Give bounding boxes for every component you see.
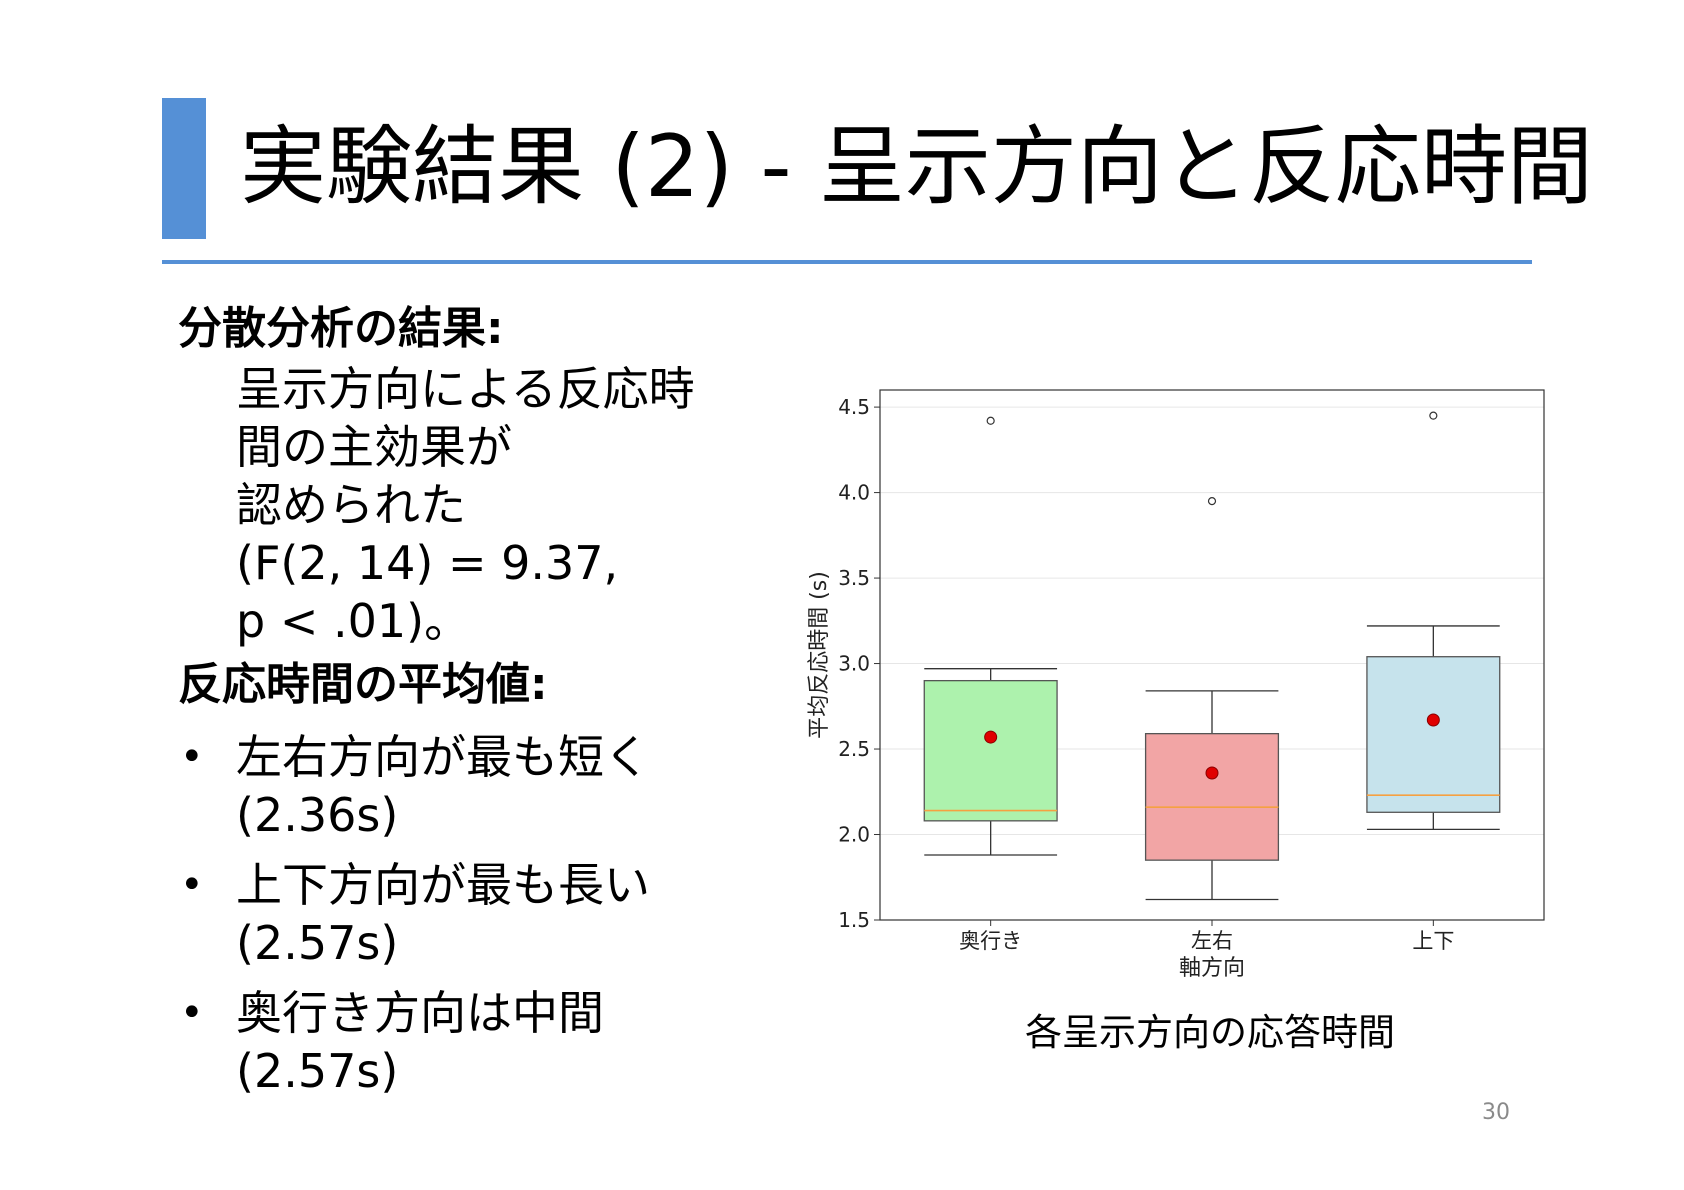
bullet-value: (2.57s) xyxy=(236,916,399,970)
anova-line: 呈示方向による反応時 xyxy=(236,362,695,416)
bullet-item: • 奥行き方向は中間 (2.57s) xyxy=(178,984,788,1100)
bullet-value: (2.57s) xyxy=(236,1044,399,1098)
title-accent-bar xyxy=(162,98,206,239)
anova-line: 間の主効果が xyxy=(236,420,512,474)
bullet-item: • 左右方向が最も短く (2.36s) xyxy=(178,728,788,844)
boxplot-chart: 1.5 2.0 2.5 3.0 3.5 4.0 4.5 平均反応時間 (s) 奥行き 左右 上下軸方… xyxy=(798,380,1558,981)
y-tick-label: 2.5 xyxy=(838,737,870,761)
bullet-dot-icon: • xyxy=(180,990,204,1036)
anova-line: p < .01)。 xyxy=(236,594,471,648)
bullet-item: • 上下方向が最も長い (2.57s) xyxy=(178,856,788,972)
x-tick-label: 左右 xyxy=(1191,929,1233,953)
outlier-point xyxy=(986,416,995,425)
x-tick-label: 奥行き xyxy=(959,929,1022,953)
bullet-value: (2.36s) xyxy=(236,788,399,842)
mean-marker xyxy=(984,730,998,744)
y-tick-label: 4.5 xyxy=(838,395,870,419)
y-tick-label: 2.0 xyxy=(838,823,870,847)
box xyxy=(1366,656,1501,813)
anova-line: 認められた xyxy=(236,478,466,532)
title-divider xyxy=(162,260,1532,264)
bullet-dot-icon: • xyxy=(180,862,204,908)
y-tick-label: 3.5 xyxy=(838,566,870,590)
page-number: 30 xyxy=(1482,1100,1510,1125)
bullet-text: 左右方向が最も短く xyxy=(236,730,650,784)
box xyxy=(923,679,1058,822)
anova-heading: 分散分析の結果: xyxy=(178,303,504,354)
mean-marker xyxy=(1426,713,1440,727)
boxplot-svg: 1.5 2.0 2.5 3.0 3.5 4.0 4.5 平均反応時間 (s) 奥行き 左右 上下軸方… xyxy=(807,389,1545,981)
y-tick-label: 3.0 xyxy=(838,652,870,676)
chart-caption: 各呈示方向の応答時間 xyxy=(1025,1011,1395,1054)
y-tick-label: 4.0 xyxy=(838,481,870,505)
outlier-point xyxy=(1429,411,1438,420)
bullet-text: 奥行き方向は中間 xyxy=(236,986,604,1040)
anova-line: (F(2, 14) = 9.37, xyxy=(236,536,619,590)
y-tick-label: 1.5 xyxy=(838,908,870,932)
x-tick-label: 上下 xyxy=(1412,929,1454,953)
box xyxy=(1144,732,1280,861)
mean-marker xyxy=(1205,766,1219,780)
x-axis-label: 軸方向 xyxy=(1179,956,1245,980)
bullet-dot-icon: • xyxy=(180,734,204,780)
y-axis-label: 平均反応時間 (s) xyxy=(807,571,832,739)
slide-title: 実験結果 (2) - 呈示方向と反応時間 xyxy=(240,117,1593,217)
bullet-text: 上下方向が最も長い xyxy=(236,858,650,912)
outlier-point xyxy=(1207,497,1217,506)
text-column: 分散分析の結果: 呈示方向による反応時 間の主効果が 認められた (F(2, 1… xyxy=(178,298,788,1100)
mean-heading: 反応時間の平均値: xyxy=(178,659,548,710)
